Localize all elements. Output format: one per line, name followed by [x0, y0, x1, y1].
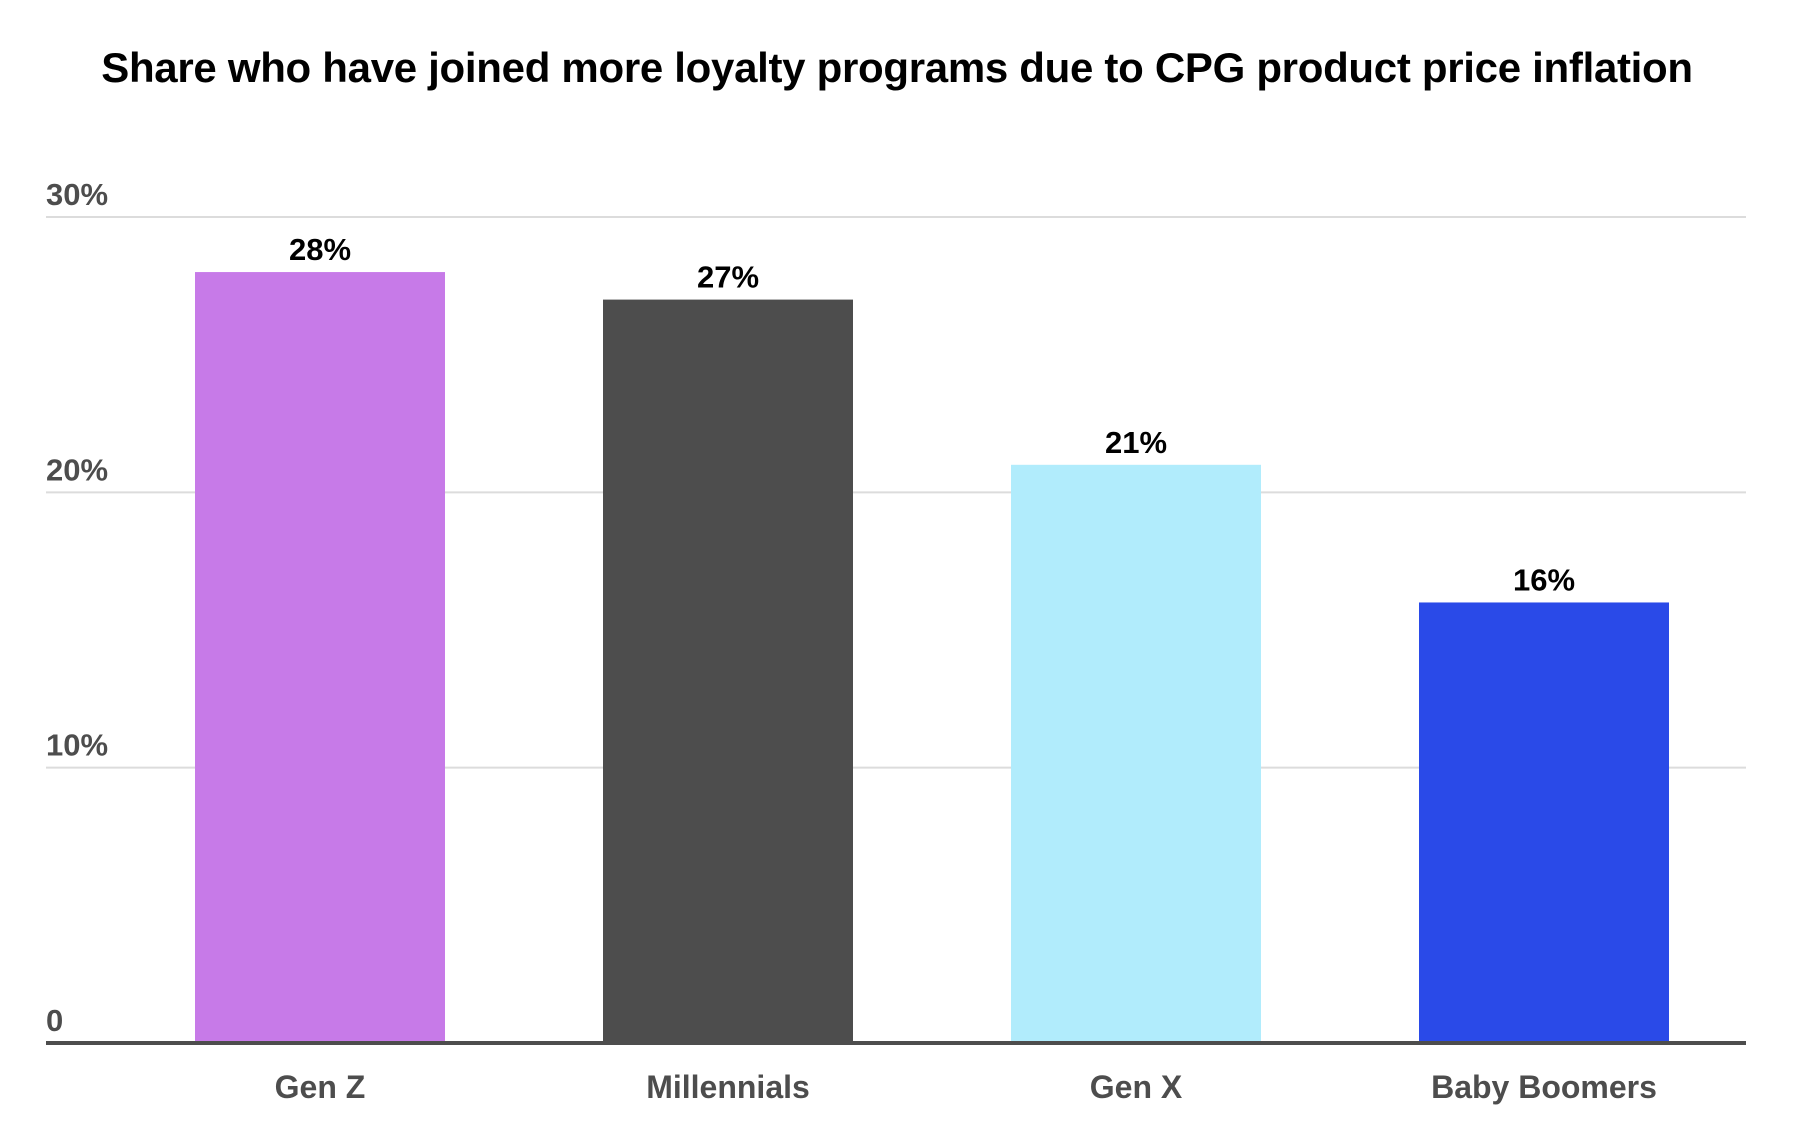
y-axis-ticks: 0 10% 20% 30% [46, 177, 108, 1038]
bars [195, 272, 1669, 1044]
bar-gen-x [1011, 464, 1261, 1043]
category-label: Gen Z [275, 1069, 366, 1105]
category-labels: Gen Z Millennials Gen X Baby Boomers [275, 1069, 1657, 1105]
data-label: 28% [289, 232, 351, 267]
y-tick-label: 0 [46, 1003, 63, 1038]
bar-baby-boomers [1419, 602, 1669, 1043]
data-label: 21% [1105, 425, 1167, 460]
y-tick-label: 30% [46, 177, 108, 212]
bar-gen-z [195, 272, 445, 1044]
category-label: Baby Boomers [1431, 1069, 1657, 1105]
data-labels: 28% 27% 21% 16% [289, 232, 1575, 597]
chart-title: Share who have joined more loyalty progr… [101, 44, 1693, 91]
category-label: Millennials [646, 1069, 810, 1105]
data-label: 16% [1513, 562, 1575, 597]
y-tick-label: 20% [46, 452, 108, 487]
data-label: 27% [697, 260, 759, 295]
category-label: Gen X [1090, 1069, 1183, 1105]
bar-millennials [603, 299, 853, 1044]
y-tick-label: 10% [46, 728, 108, 763]
